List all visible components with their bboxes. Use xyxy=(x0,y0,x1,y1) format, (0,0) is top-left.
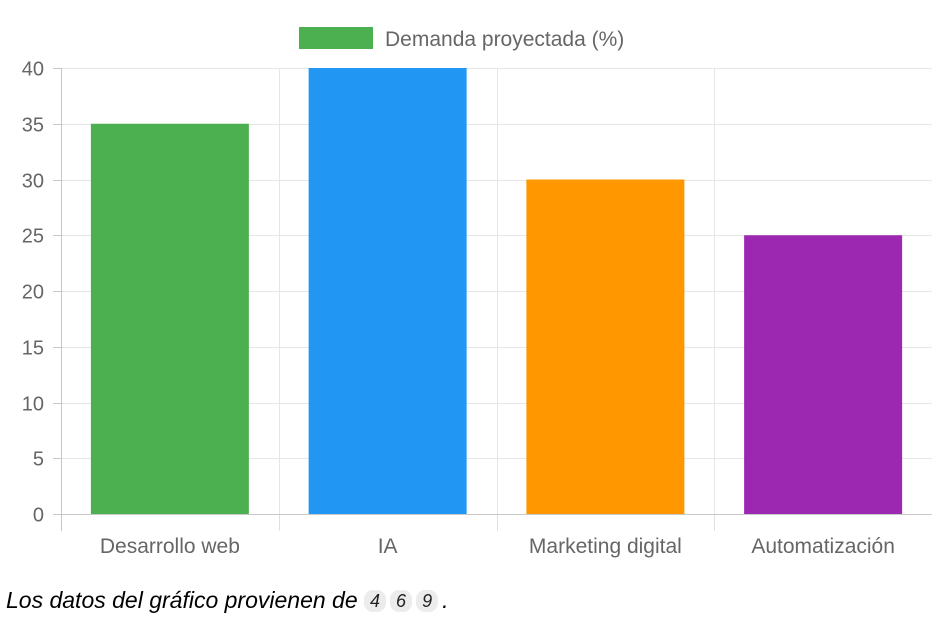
chart-bars xyxy=(90,68,903,515)
y-tick-label: 5 xyxy=(33,449,44,471)
y-tick-label: 0 xyxy=(33,505,44,527)
y-tick-label: 25 xyxy=(22,226,44,248)
y-tick-label: 15 xyxy=(22,338,44,360)
bar-chart: Demanda proyectada (%) 0510152025303540 … xyxy=(22,27,932,558)
x-tick-label: Automatización xyxy=(751,535,895,558)
y-tick-label: 30 xyxy=(22,171,44,193)
x-tick-label: IA xyxy=(378,535,398,558)
reference-badge-3[interactable]: 9 xyxy=(416,590,439,612)
x-tick-label: Marketing digital xyxy=(529,535,682,558)
legend-swatch[interactable] xyxy=(299,27,373,49)
legend-label[interactable]: Demanda proyectada (%) xyxy=(385,28,624,51)
caption-text: Los datos del gráfico provienen de xyxy=(6,587,358,613)
x-tick-label: Desarrollo web xyxy=(100,535,240,558)
bar-2[interactable] xyxy=(526,179,685,515)
chart-legend[interactable]: Demanda proyectada (%) xyxy=(299,27,624,51)
bar-3[interactable] xyxy=(744,235,903,514)
chart-axes xyxy=(53,68,932,531)
y-tick-label: 40 xyxy=(22,59,44,81)
bar-0[interactable] xyxy=(90,123,249,514)
x-axis-tick-labels: Desarrollo web IA Marketing digital Automat… xyxy=(100,535,895,558)
y-tick-label: 35 xyxy=(22,115,44,137)
caption-end: . xyxy=(442,587,449,613)
y-tick-label: 20 xyxy=(22,282,44,304)
y-tick-label: 10 xyxy=(22,394,44,416)
reference-badge-2[interactable]: 6 xyxy=(390,590,413,612)
bar-1[interactable] xyxy=(308,68,467,514)
y-axis-tick-labels: 0 5 10 15 20 25 30 35 40 xyxy=(22,59,44,527)
reference-badge-1[interactable]: 4 xyxy=(364,590,387,612)
